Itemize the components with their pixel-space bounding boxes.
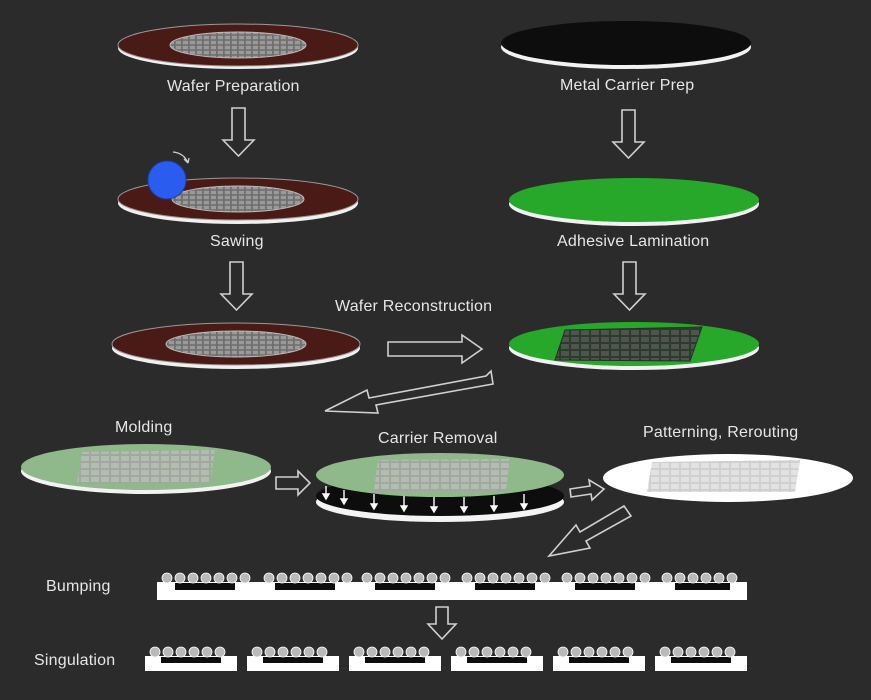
right-arrow-icon <box>387 333 484 365</box>
right-arrow-icon <box>275 469 312 497</box>
down-arrow-icon <box>612 261 647 312</box>
metal-carrier-prep-label: Metal Carrier Prep <box>560 77 695 94</box>
singulation-label: Singulation <box>34 652 116 669</box>
carrier-removal-disc <box>316 453 564 522</box>
molding-disc <box>21 444 271 494</box>
reconstructed-wafer-disc <box>509 322 759 370</box>
bumping-strip <box>157 572 747 600</box>
diagonal-arrow-icon <box>324 369 494 414</box>
down-arrow-icon <box>611 109 646 160</box>
bumping-label: Bumping <box>46 578 111 595</box>
wafer-preparation-disc <box>117 23 359 69</box>
down-arrow-icon <box>221 107 256 158</box>
wafer-preparation-label: Wafer Preparation <box>167 78 300 95</box>
down-arrow-icon <box>219 261 254 312</box>
right-arrow-icon <box>569 478 606 502</box>
singulation-units <box>145 646 747 671</box>
adhesive-lamination-disc <box>509 178 759 226</box>
molding-label: Molding <box>115 419 173 436</box>
adhesive-lamination-label: Adhesive Lamination <box>557 233 710 250</box>
diagonal-arrow-icon <box>546 504 633 558</box>
down-arrow-icon <box>426 606 458 641</box>
patterning-rerouting-disc <box>603 454 853 502</box>
wafer-reconstruction-label: Wafer Reconstruction <box>335 298 493 315</box>
patterning-rerouting-label: Patterning, Rerouting <box>643 424 799 441</box>
sawing-label: Sawing <box>210 233 264 250</box>
carrier-removal-label: Carrier Removal <box>378 430 498 447</box>
metal-carrier-disc <box>501 21 751 69</box>
sawn-wafer-disc <box>111 322 361 369</box>
saw-blade-icon <box>147 151 190 200</box>
